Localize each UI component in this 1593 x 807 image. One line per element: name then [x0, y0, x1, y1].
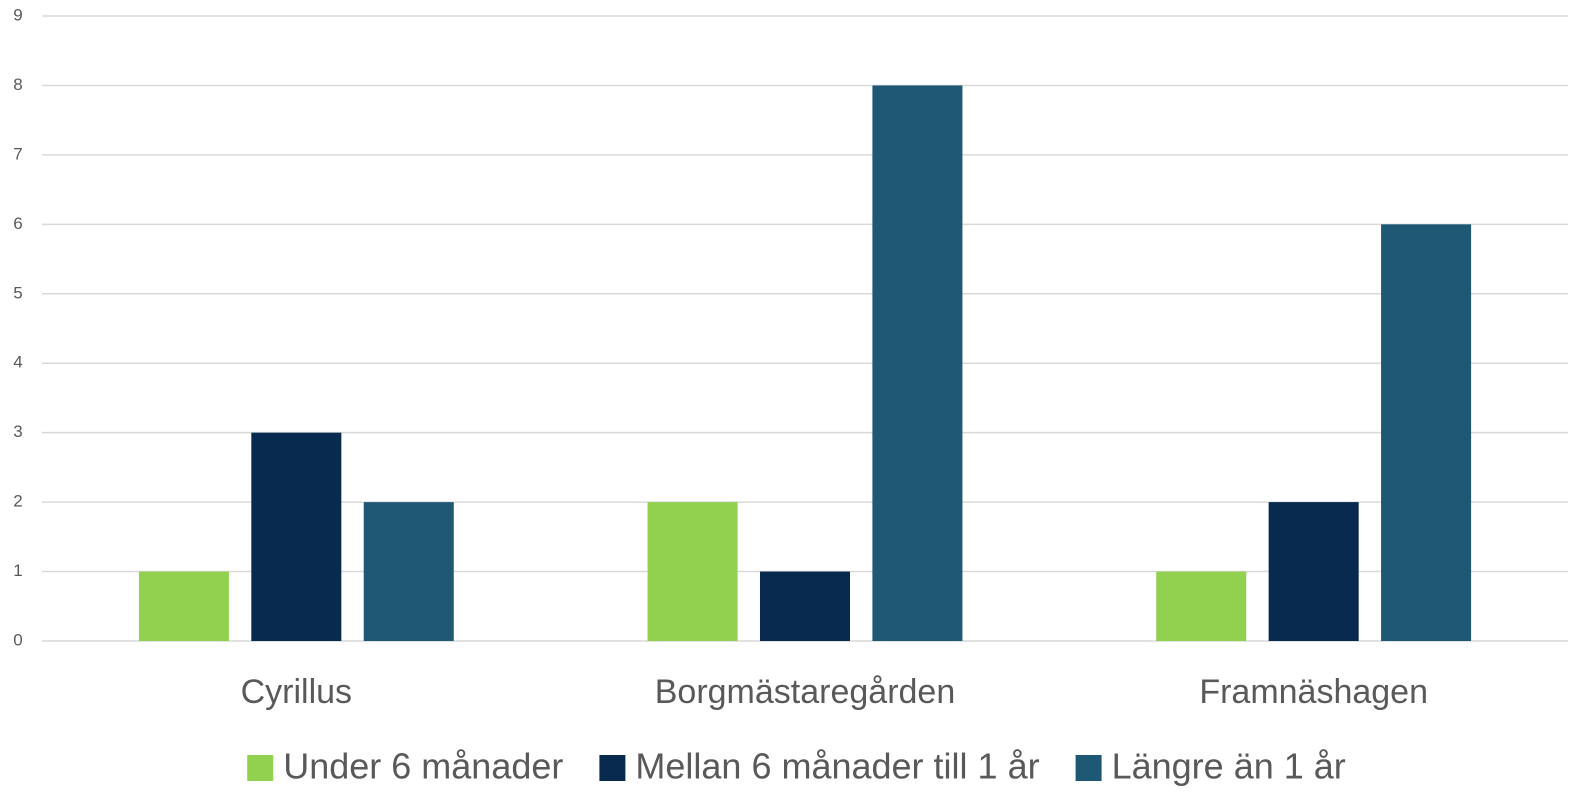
bar	[1156, 571, 1247, 641]
legend-swatch	[247, 755, 274, 781]
y-tick-label: 0	[13, 630, 22, 649]
legend-label: Under 6 månader	[283, 746, 563, 787]
y-tick-label: 7	[13, 144, 22, 163]
x-tick-label: Framnäshagen	[1199, 673, 1428, 711]
bar	[1268, 502, 1359, 641]
y-tick-label: 2	[13, 492, 22, 511]
bar	[251, 432, 342, 641]
y-tick-label: 1	[13, 561, 22, 580]
y-tick-label: 8	[13, 75, 22, 94]
y-tick-label: 5	[13, 283, 22, 302]
bar	[138, 571, 229, 641]
bar	[647, 502, 738, 641]
x-tick-label: Borgmästaregården	[655, 673, 956, 711]
legend-label: Mellan 6 månader till 1 år	[635, 746, 1039, 787]
y-tick-label: 6	[13, 214, 22, 233]
bar	[872, 85, 963, 641]
legend-label: Längre än 1 år	[1112, 746, 1346, 787]
bar	[363, 502, 454, 641]
y-tick-label: 4	[13, 353, 22, 372]
x-tick-label: Cyrillus	[241, 673, 352, 711]
y-tick-label: 9	[13, 5, 22, 24]
legend-swatch	[599, 755, 626, 781]
bar	[1381, 224, 1472, 642]
y-tick-label: 3	[13, 422, 22, 441]
bar	[759, 571, 851, 641]
legend-swatch	[1075, 755, 1102, 781]
